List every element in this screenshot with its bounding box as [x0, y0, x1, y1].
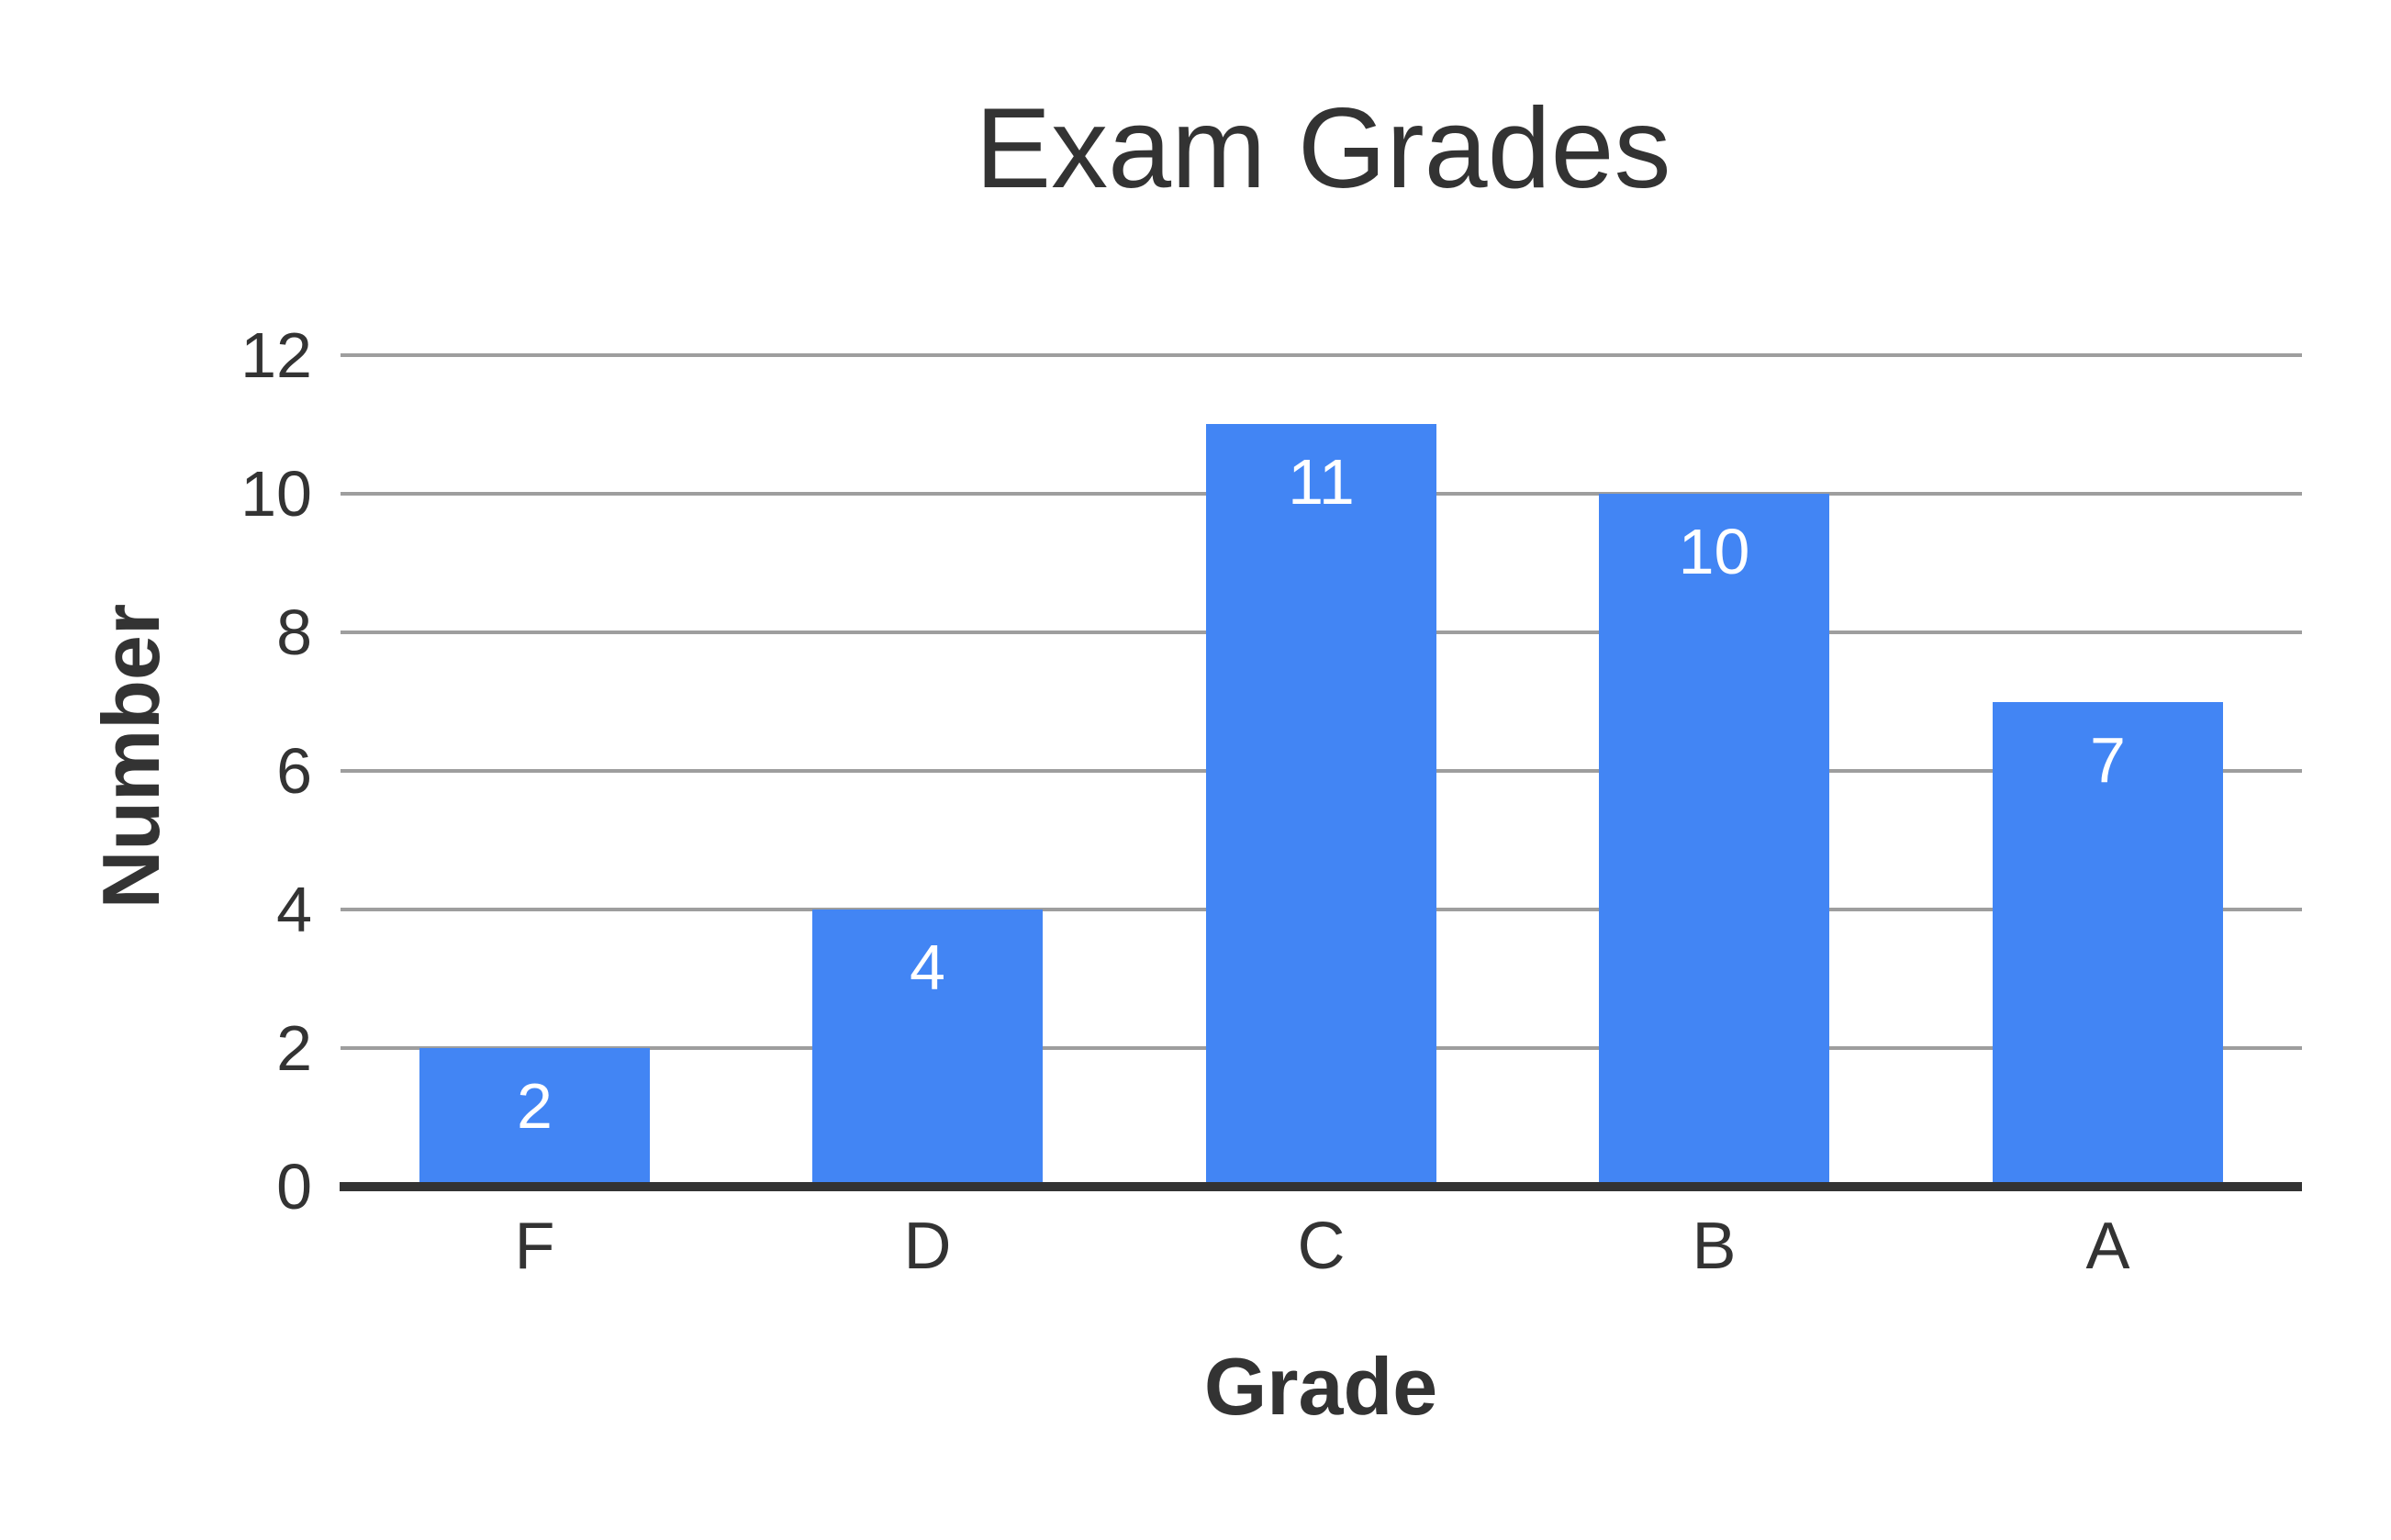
y-tick-label: 8: [276, 597, 312, 668]
bar-F[interactable]: 2: [419, 1048, 650, 1182]
x-tick-label: B: [1692, 1210, 1737, 1283]
chart-title: Exam Grades: [975, 85, 1671, 212]
x-tick-label: A: [2085, 1210, 2130, 1283]
x-tick-label: C: [1297, 1210, 1346, 1283]
bar-B[interactable]: 10: [1599, 494, 1829, 1182]
bar-value-label: 4: [910, 932, 945, 1003]
y-axis-title: Number: [85, 603, 176, 909]
bar-A[interactable]: 7: [1993, 702, 2223, 1182]
y-tick-label: 10: [240, 458, 312, 530]
y-tick-label: 4: [276, 874, 312, 945]
bar-D[interactable]: 4: [812, 909, 1043, 1182]
gridline-12: [341, 353, 2302, 357]
bar-value-label: 7: [2090, 724, 2126, 796]
x-axis-line: [340, 1182, 2302, 1191]
bar-value-label: 2: [517, 1070, 553, 1142]
x-tick-label: F: [514, 1210, 555, 1283]
x-tick-label: D: [903, 1210, 952, 1283]
x-axis-title: Grade: [1203, 1341, 1438, 1432]
bar-value-label: 10: [1678, 516, 1750, 587]
bar-value-label: 11: [1288, 446, 1355, 518]
y-tick-label: 0: [276, 1151, 312, 1222]
y-tick-label: 12: [240, 319, 312, 391]
y-tick-label: 6: [276, 735, 312, 807]
bar-C[interactable]: 11: [1206, 424, 1436, 1182]
y-tick-label: 2: [276, 1012, 312, 1084]
